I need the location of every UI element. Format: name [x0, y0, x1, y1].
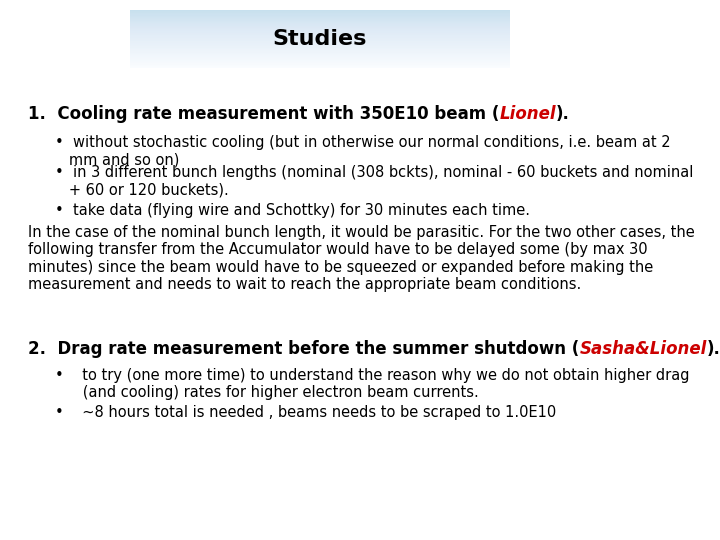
Text: Lionel: Lionel — [500, 105, 556, 123]
Text: •    ~8 hours total is needed , beams needs to be scraped to 1.0E10: • ~8 hours total is needed , beams needs… — [55, 405, 557, 420]
Text: •  take data (flying wire and Schottky) for 30 minutes each time.: • take data (flying wire and Schottky) f… — [55, 203, 530, 218]
Text: Sasha&Lionel: Sasha&Lionel — [580, 340, 706, 358]
Text: ).: ). — [706, 340, 720, 358]
Text: ).: ). — [556, 105, 570, 123]
Text: In the case of the nominal bunch length, it would be parasitic. For the two othe: In the case of the nominal bunch length,… — [28, 225, 695, 292]
Text: •    to try (one more time) to understand the reason why we do not obtain higher: • to try (one more time) to understand t… — [55, 368, 690, 400]
Text: •  in 3 different bunch lengths (nominal (308 bckts), nominal - 60 buckets and n: • in 3 different bunch lengths (nominal … — [55, 165, 693, 198]
Text: •  without stochastic cooling (but in otherwise our normal conditions, i.e. beam: • without stochastic cooling (but in oth… — [55, 135, 670, 167]
Text: Studies: Studies — [273, 29, 367, 49]
Text: 2.  Drag rate measurement before the summer shutdown (: 2. Drag rate measurement before the summ… — [28, 340, 580, 358]
Text: 1.  Cooling rate measurement with 350E10 beam (: 1. Cooling rate measurement with 350E10 … — [28, 105, 500, 123]
